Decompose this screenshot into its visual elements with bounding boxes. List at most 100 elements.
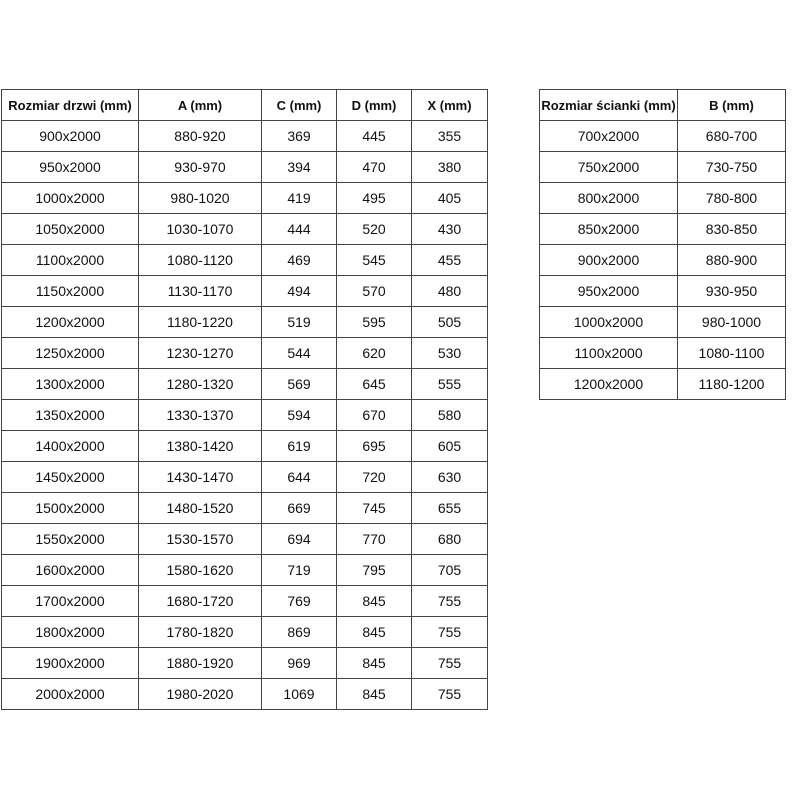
table-row: 950x2000 930-950 bbox=[539, 275, 786, 307]
table-cell: 705 bbox=[411, 554, 488, 586]
table-cell: 980-1020 bbox=[138, 182, 262, 214]
column-header: X (mm) bbox=[411, 89, 488, 121]
table-cell: 1100x2000 bbox=[539, 337, 678, 369]
table-row: 1100x2000 1080-1120 469 545 455 bbox=[1, 244, 488, 276]
table-cell: 645 bbox=[336, 368, 412, 400]
table-row: 1200x2000 1180-1220 519 595 505 bbox=[1, 306, 488, 338]
table-cell: 1380-1420 bbox=[138, 430, 262, 462]
table-cell: 930-950 bbox=[677, 275, 786, 307]
table-cell: 1500x2000 bbox=[1, 492, 139, 524]
table-cell: 1280-1320 bbox=[138, 368, 262, 400]
table-row: 1000x2000 980-1000 bbox=[539, 306, 786, 338]
table-cell: 755 bbox=[411, 647, 488, 679]
table-cell: 1030-1070 bbox=[138, 213, 262, 245]
table-cell: 845 bbox=[336, 647, 412, 679]
table-cell: 545 bbox=[336, 244, 412, 276]
table-row: 800x2000 780-800 bbox=[539, 182, 786, 214]
table-cell: 700x2000 bbox=[539, 120, 678, 152]
table-cell: 520 bbox=[336, 213, 412, 245]
table-cell: 950x2000 bbox=[1, 151, 139, 183]
column-header: A (mm) bbox=[138, 89, 262, 121]
table-row: 900x2000 880-900 bbox=[539, 244, 786, 276]
table-cell: 1880-1920 bbox=[138, 647, 262, 679]
table-cell: 880-900 bbox=[677, 244, 786, 276]
wall-sizes-table: Rozmiar ścianki (mm) B (mm) 700x2000 680-7… bbox=[539, 89, 786, 400]
table-cell: 495 bbox=[336, 182, 412, 214]
table-cell: 470 bbox=[336, 151, 412, 183]
table-cell: 1900x2000 bbox=[1, 647, 139, 679]
table-row: 1150x2000 1130-1170 494 570 480 bbox=[1, 275, 488, 307]
table-cell: 755 bbox=[411, 585, 488, 617]
table-cell: 769 bbox=[261, 585, 337, 617]
table-cell: 544 bbox=[261, 337, 337, 369]
table-cell: 800x2000 bbox=[539, 182, 678, 214]
table-cell: 680-700 bbox=[677, 120, 786, 152]
table-row: 1800x2000 1780-1820 869 845 755 bbox=[1, 616, 488, 648]
table-row: 1100x2000 1080-1100 bbox=[539, 337, 786, 369]
table-cell: 669 bbox=[261, 492, 337, 524]
table-row: 1000x2000 980-1020 419 495 405 bbox=[1, 182, 488, 214]
table-cell: 1400x2000 bbox=[1, 430, 139, 462]
table-cell: 1180-1200 bbox=[677, 368, 786, 400]
table-cell: 1480-1520 bbox=[138, 492, 262, 524]
table-cell: 930-970 bbox=[138, 151, 262, 183]
column-header: B (mm) bbox=[677, 89, 786, 121]
table-cell: 394 bbox=[261, 151, 337, 183]
table-cell: 570 bbox=[336, 275, 412, 307]
table-header-row: Rozmiar drzwi (mm) A (mm) C (mm) D (mm) X (m… bbox=[1, 89, 488, 121]
table-cell: 1330-1370 bbox=[138, 399, 262, 431]
table-cell: 1130-1170 bbox=[138, 275, 262, 307]
table-row: 750x2000 730-750 bbox=[539, 151, 786, 183]
table-cell: 1000x2000 bbox=[539, 306, 678, 338]
door-sizes-table: Rozmiar drzwi (mm) A (mm) C (mm) D (mm) X (m… bbox=[1, 89, 488, 710]
table-row: 1500x2000 1480-1520 669 745 655 bbox=[1, 492, 488, 524]
table-cell: 719 bbox=[261, 554, 337, 586]
table-cell: 619 bbox=[261, 430, 337, 462]
table-cell: 405 bbox=[411, 182, 488, 214]
table-row: 1250x2000 1230-1270 544 620 530 bbox=[1, 337, 488, 369]
table-row: 1300x2000 1280-1320 569 645 555 bbox=[1, 368, 488, 400]
table-cell: 880-920 bbox=[138, 120, 262, 152]
table-row: 1900x2000 1880-1920 969 845 755 bbox=[1, 647, 488, 679]
table-cell: 1200x2000 bbox=[539, 368, 678, 400]
table-cell: 720 bbox=[336, 461, 412, 493]
table-header-row: Rozmiar ścianki (mm) B (mm) bbox=[539, 89, 786, 121]
column-header: D (mm) bbox=[336, 89, 412, 121]
table-cell: 950x2000 bbox=[539, 275, 678, 307]
table-cell: 369 bbox=[261, 120, 337, 152]
table-cell: 1450x2000 bbox=[1, 461, 139, 493]
table-cell: 644 bbox=[261, 461, 337, 493]
table-cell: 695 bbox=[336, 430, 412, 462]
table-cell: 780-800 bbox=[677, 182, 786, 214]
table-cell: 555 bbox=[411, 368, 488, 400]
table-cell: 605 bbox=[411, 430, 488, 462]
column-header: Rozmiar drzwi (mm) bbox=[1, 89, 139, 121]
table-row: 1200x2000 1180-1200 bbox=[539, 368, 786, 400]
table-cell: 455 bbox=[411, 244, 488, 276]
table-cell: 1000x2000 bbox=[1, 182, 139, 214]
column-header: Rozmiar ścianki (mm) bbox=[539, 89, 678, 121]
table-cell: 519 bbox=[261, 306, 337, 338]
table-cell: 900x2000 bbox=[1, 120, 139, 152]
table-cell: 969 bbox=[261, 647, 337, 679]
table-cell: 655 bbox=[411, 492, 488, 524]
table-cell: 595 bbox=[336, 306, 412, 338]
table-cell: 569 bbox=[261, 368, 337, 400]
table-cell: 670 bbox=[336, 399, 412, 431]
column-header: C (mm) bbox=[261, 89, 337, 121]
table-cell: 1100x2000 bbox=[1, 244, 139, 276]
table-cell: 1700x2000 bbox=[1, 585, 139, 617]
table-cell: 505 bbox=[411, 306, 488, 338]
table-cell: 620 bbox=[336, 337, 412, 369]
table-cell: 2000x2000 bbox=[1, 678, 139, 710]
table-cell: 1230-1270 bbox=[138, 337, 262, 369]
table-cell: 770 bbox=[336, 523, 412, 555]
table-row: 1550x2000 1530-1570 694 770 680 bbox=[1, 523, 488, 555]
table-cell: 1180-1220 bbox=[138, 306, 262, 338]
table-cell: 750x2000 bbox=[539, 151, 678, 183]
table-cell: 430 bbox=[411, 213, 488, 245]
table-cell: 1430-1470 bbox=[138, 461, 262, 493]
table-cell: 1800x2000 bbox=[1, 616, 139, 648]
table-cell: 1080-1100 bbox=[677, 337, 786, 369]
table-row: 2000x2000 1980-2020 1069 845 755 bbox=[1, 678, 488, 710]
